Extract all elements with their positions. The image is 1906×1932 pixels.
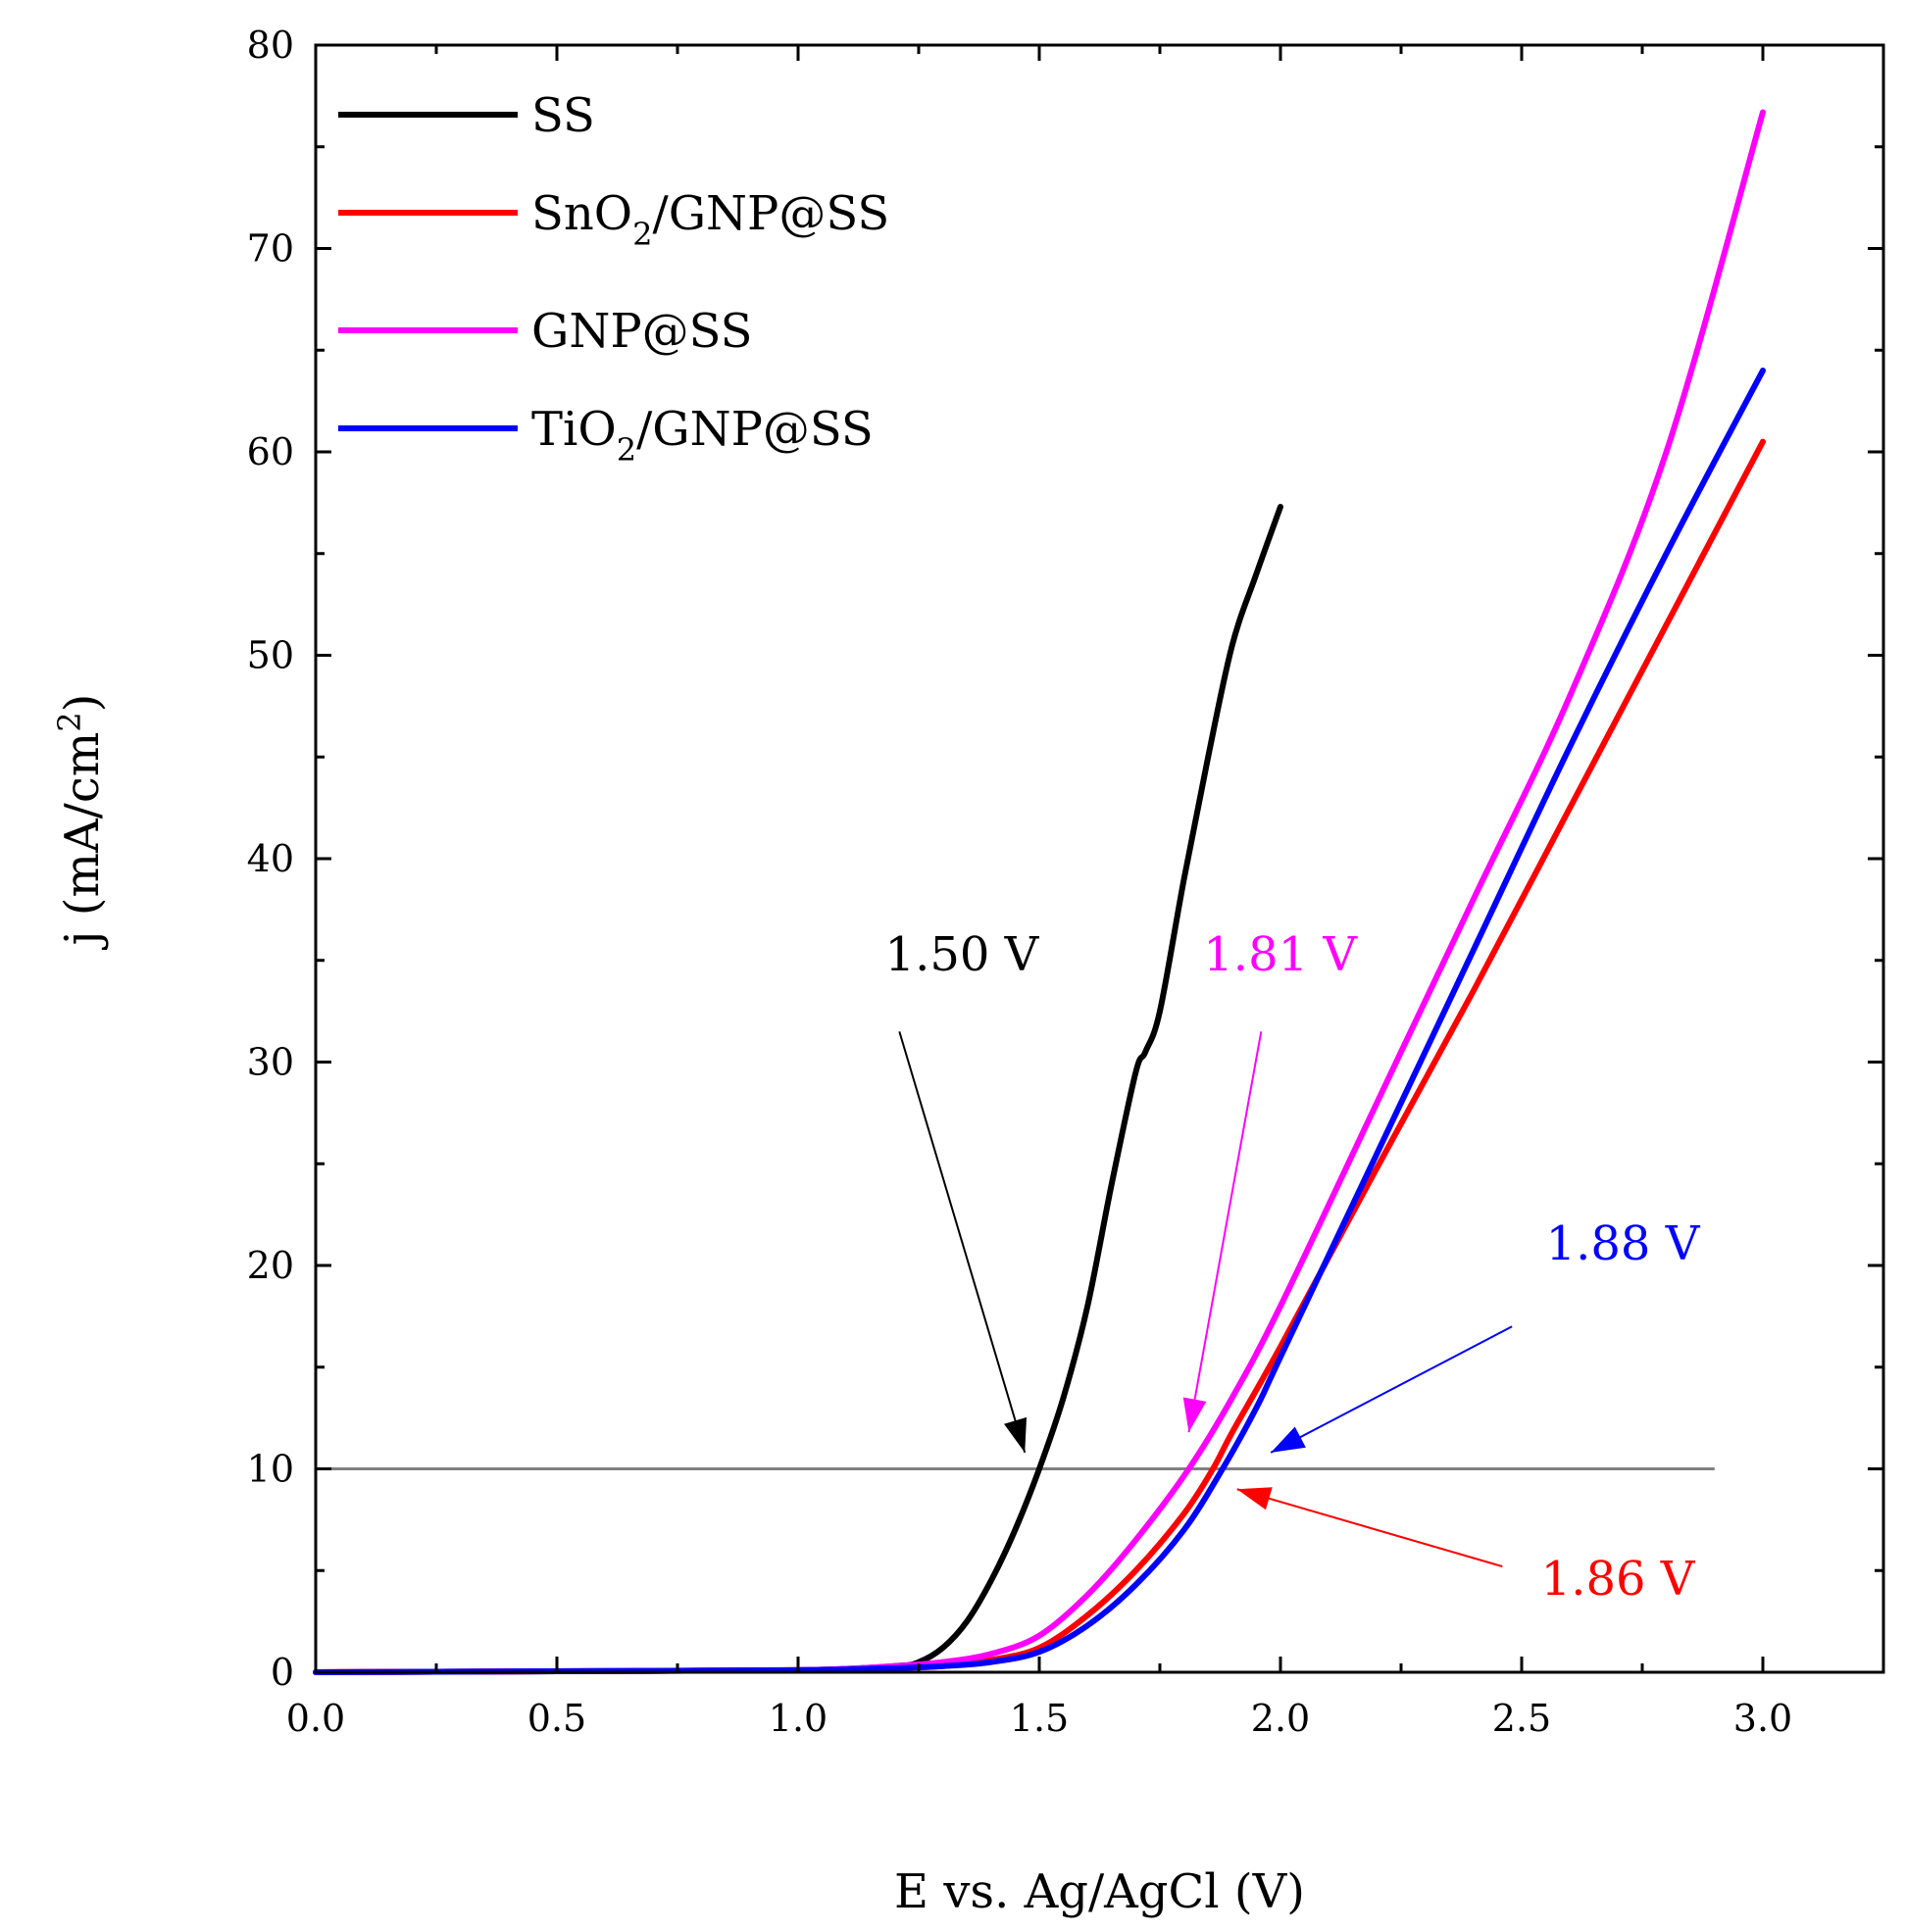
y-tick-label: 10: [247, 1448, 294, 1491]
annotation-arrowhead: [1004, 1416, 1028, 1453]
x-tick-label: 0.0: [286, 1697, 345, 1740]
annotation-arrowhead: [1271, 1426, 1306, 1453]
y-axis-title: j (mA/cm2): [51, 694, 110, 951]
x-tick-label: 1.5: [1010, 1697, 1069, 1740]
y-axis-title-sup: 2: [51, 712, 88, 731]
y-tick-label: 60: [247, 430, 294, 473]
annotations: 1.50 V 1.81 V 1.88 V 1.86 V: [885, 927, 1701, 1607]
x-tick-label: 1.0: [769, 1697, 828, 1740]
annotation-arrow: [898, 1031, 1027, 1454]
series-line-3: [313, 368, 1766, 1675]
ticks-group: 0.0 0.5 1.0 1.5 2.0 2.5 3.0 0 10 20 30 40 50 60 70 80: [247, 24, 1885, 1740]
annotation-arrow: [1270, 1325, 1513, 1454]
y-tick-label: 0: [271, 1651, 294, 1694]
y-tick-label: 80: [247, 24, 294, 67]
annotation-label: 1.86 V: [1541, 1552, 1696, 1607]
y-axis-title-close: ): [55, 694, 110, 713]
y-tick-label: 30: [247, 1041, 294, 1084]
annotation-label: 1.88 V: [1546, 1216, 1701, 1271]
series-group: [313, 109, 1766, 1675]
y-tick-label: 50: [247, 634, 294, 677]
x-tick-label: 3.0: [1733, 1697, 1792, 1740]
annotation-arrowhead: [1236, 1487, 1273, 1511]
annotation-arrow: [1236, 1488, 1503, 1568]
legend-label: SnO2/GNP@SS: [531, 186, 889, 253]
y-tick-label: 40: [247, 837, 294, 880]
x-tick-label: 2.5: [1492, 1697, 1551, 1740]
y-axis-title-main: j (mA/cm: [55, 732, 110, 951]
y-tick-label: 20: [247, 1244, 294, 1287]
x-tick-label: 2.0: [1251, 1697, 1310, 1740]
annotation-arrowhead: [1182, 1397, 1207, 1433]
legend-label: GNP@SS: [531, 304, 753, 359]
legend-label: TiO2/GNP@SS: [531, 402, 874, 469]
y-tick-label: 70: [247, 227, 294, 271]
x-tick-label: 0.5: [527, 1697, 586, 1740]
annotation-arrow: [1187, 1031, 1263, 1433]
annotation-label: 1.81 V: [1203, 927, 1358, 982]
x-axis-title: E vs. Ag/AgCl (V): [894, 1864, 1305, 1919]
annotation-label: 1.50 V: [885, 927, 1040, 982]
legend: SS SnO2/GNP@SS GNP@SS TiO2/GNP@SS: [338, 88, 889, 469]
legend-label: SS: [531, 88, 595, 143]
